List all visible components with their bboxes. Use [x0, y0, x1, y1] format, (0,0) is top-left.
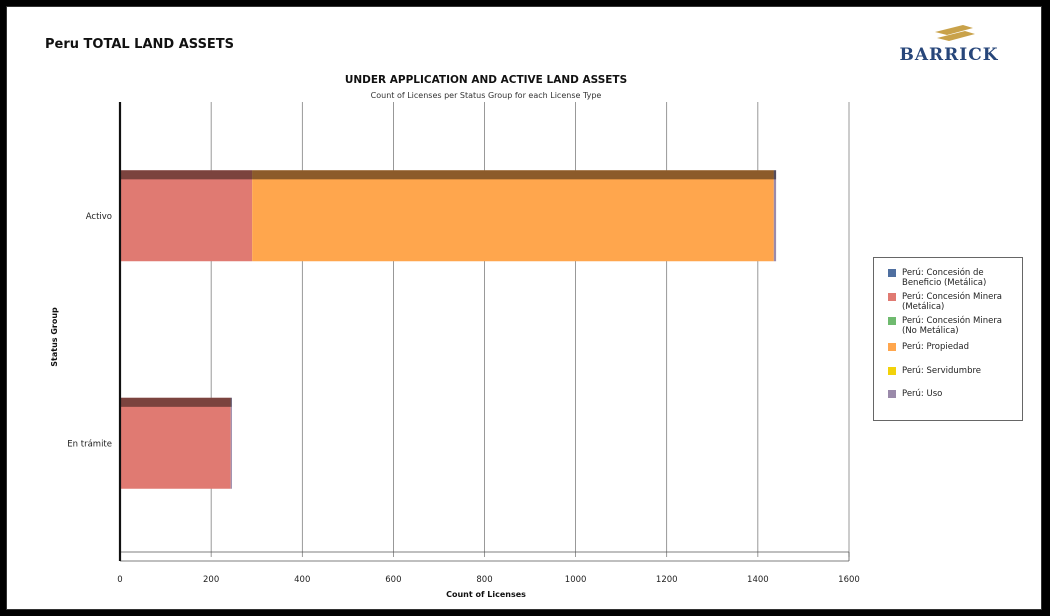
chart-legend: Perú: Concesión de Beneficio (Metálica) P…: [873, 257, 1023, 421]
x-tick-label: 1000: [565, 575, 587, 585]
legend-label: Perú: Servidumbre: [902, 366, 982, 376]
y-axis-label: Status Group: [50, 307, 59, 367]
chart-title: UNDER APPLICATION AND ACTIVE LAND ASSETS: [345, 74, 627, 86]
legend-swatch: [888, 269, 896, 277]
legend-label: Perú: Uso: [902, 389, 943, 399]
x-tick-label: 400: [294, 575, 310, 585]
x-tick-label: 1400: [747, 575, 769, 585]
x-tick-label: 800: [476, 575, 492, 585]
chart-subtitle: Count of Licenses per Status Group for e…: [371, 91, 602, 100]
x-axis-label: Count of Licenses: [446, 590, 526, 599]
bar-segment: [773, 170, 777, 262]
page-title: Peru TOTAL LAND ASSETS: [45, 37, 235, 52]
bar-segment: [230, 397, 232, 489]
x-tick-label: 600: [385, 575, 401, 585]
legend-label: Perú: Propiedad: [902, 342, 969, 352]
x-tick-label: 200: [203, 575, 219, 585]
bar-segment: [120, 170, 253, 262]
legend-swatch: [888, 367, 896, 375]
legend-swatch: [888, 343, 896, 351]
x-tick-label: 1200: [656, 575, 678, 585]
barrick-logo: BARRICK: [889, 23, 1009, 71]
legend-swatch: [888, 317, 896, 325]
logo-mark-icon: [935, 25, 975, 41]
category-label: Activo: [86, 212, 112, 222]
bar-top-shade: [120, 397, 232, 407]
legend-label: Perú: Concesión de Beneficio (Metálica): [902, 268, 987, 288]
x-tick-label: 0: [117, 575, 122, 585]
bar-chart: UNDER APPLICATION AND ACTIVE LAND ASSETS…: [50, 74, 860, 599]
report-frame: Peru TOTAL LAND ASSETS BARRICK UNDER APP…: [6, 6, 1042, 610]
legend-label: Perú: Concesión Minera (Metálica): [902, 292, 1003, 312]
category-label: En trámite: [67, 439, 112, 449]
legend-label: Perú: Concesión Minera (No Metálica): [902, 316, 1003, 336]
bars: [120, 170, 777, 489]
bar-segment: [120, 397, 231, 489]
axes: 0 200 400 600 800 1000 1200 1400 1600 Activo En tr…: [67, 102, 860, 585]
bar-segment: [252, 170, 774, 262]
logo-text: BARRICK: [899, 45, 999, 65]
legend-swatch: [888, 390, 896, 398]
bar-top-shade: [120, 170, 777, 180]
legend-swatch: [888, 293, 896, 301]
x-tick-label: 1600: [838, 575, 860, 585]
